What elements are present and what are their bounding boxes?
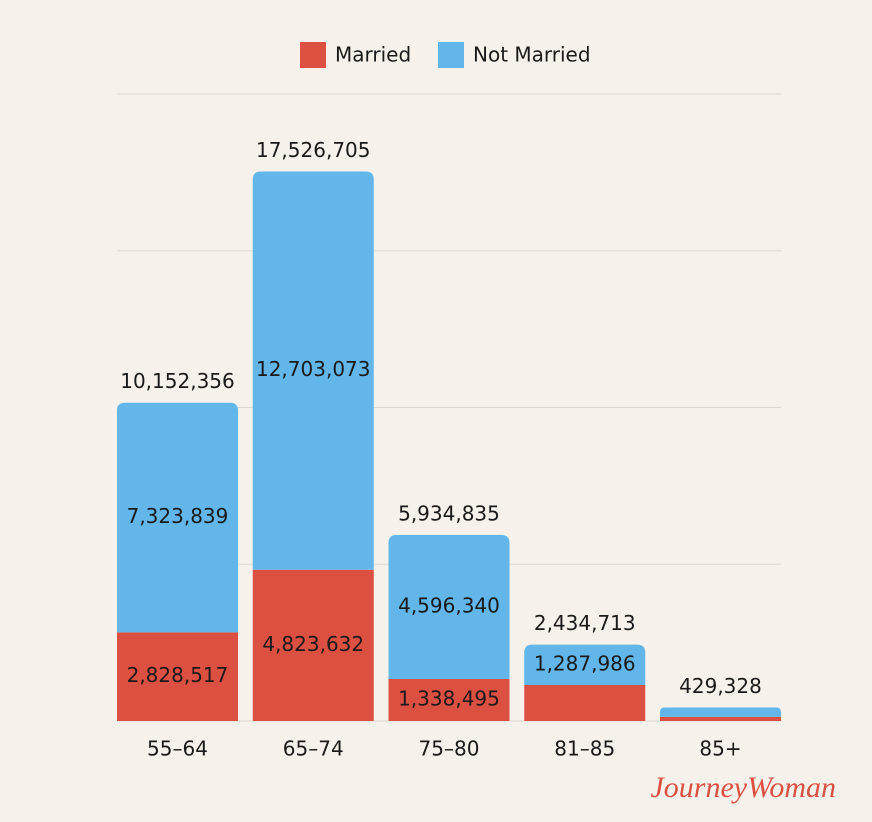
- value-label: 1,287,986: [534, 651, 636, 675]
- total-label: 2,434,713: [534, 611, 636, 635]
- bar-segment: [117, 632, 238, 721]
- x-tick-label: 85+: [699, 737, 741, 761]
- legend-label: Not Married: [473, 43, 591, 67]
- bar-segment: [117, 402, 238, 633]
- x-tick-label: 81–85: [554, 737, 615, 761]
- total-label: 10,152,356: [120, 369, 235, 393]
- value-label: 4,596,340: [398, 593, 500, 617]
- legend-label: Married: [335, 43, 411, 67]
- total-label: 5,934,835: [398, 501, 500, 525]
- legend-swatch: [300, 42, 326, 68]
- bar-segment: [524, 685, 646, 721]
- bar-segment: [660, 716, 781, 721]
- legend-swatch: [438, 42, 464, 68]
- logo: JourneyWoman: [650, 771, 836, 804]
- x-tick-label: 65–74: [283, 737, 344, 761]
- value-label: 7,323,839: [127, 504, 229, 528]
- bar-segment: [388, 679, 510, 721]
- bar-segment: [524, 644, 646, 686]
- value-label: 12,703,073: [256, 357, 371, 381]
- bar-segment: [388, 534, 510, 680]
- x-tick-label: 75–80: [419, 737, 480, 761]
- bar-segment: [660, 707, 781, 717]
- total-label: 429,328: [679, 674, 762, 698]
- value-label: 2,828,517: [127, 663, 229, 687]
- bar-segment: [252, 171, 374, 570]
- x-tick-label: 55–64: [147, 737, 208, 761]
- value-label: 4,823,632: [262, 632, 364, 656]
- total-label: 17,526,705: [256, 138, 371, 162]
- value-label: 1,338,495: [398, 687, 500, 711]
- bar-segment: [252, 569, 374, 721]
